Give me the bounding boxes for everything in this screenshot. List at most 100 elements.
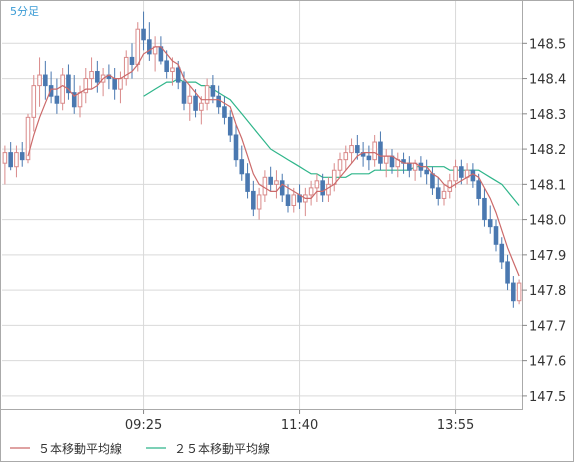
y-tick-label: 148.4 — [529, 73, 566, 88]
candle-up — [441, 190, 447, 199]
legend-ma5-label: ５本移動平均線 — [38, 441, 122, 456]
y-axis: 147.5 147.6 147.7 147.8 147.9 148.0 148.1 148.2… — [522, 37, 566, 405]
candle-down — [210, 85, 216, 97]
y-tick-label: 147.5 — [529, 390, 566, 405]
candle-down — [268, 176, 273, 185]
candle-up — [447, 180, 453, 192]
candle-up — [274, 180, 279, 185]
candle-down — [511, 282, 516, 302]
x-tick-label: 11:40 — [281, 418, 318, 433]
candle-up — [187, 95, 193, 104]
ma5-series — [27, 46, 520, 277]
candle-up — [60, 74, 65, 104]
candle-down — [320, 180, 325, 196]
candle-down — [430, 173, 435, 189]
candle-up — [349, 145, 354, 154]
candle-down — [470, 169, 476, 182]
candle-down — [216, 95, 221, 108]
candle-down — [181, 81, 187, 104]
candle-down — [407, 162, 412, 171]
candle-up — [77, 92, 83, 108]
candle-down — [227, 116, 233, 136]
candle-down — [389, 155, 395, 168]
candle-down — [424, 169, 429, 175]
y-tick-label: 148.2 — [529, 143, 566, 158]
candle-up — [14, 152, 19, 168]
ma5-line — [27, 46, 520, 277]
x-axis: 09:25 11:40 13:55 — [125, 410, 474, 433]
candle-down — [279, 180, 285, 196]
candle-up — [372, 141, 377, 161]
candle-up — [135, 28, 141, 65]
candle-up — [314, 180, 320, 189]
candle-down — [233, 134, 239, 161]
candle-down — [147, 39, 152, 55]
candle-down — [8, 152, 13, 168]
y-tick-label: 148.3 — [529, 108, 566, 123]
y-tick-label: 147.7 — [529, 319, 566, 334]
candle-up — [123, 56, 129, 80]
candle-down — [459, 166, 464, 178]
candle-down — [54, 95, 60, 104]
candle-up — [453, 166, 458, 182]
candle-down — [141, 28, 146, 41]
y-tick-label: 147.6 — [529, 355, 566, 370]
candle-up — [170, 67, 175, 73]
candle-down — [435, 187, 441, 199]
candle-up — [31, 85, 37, 118]
candle-down — [239, 159, 245, 175]
candle-down — [285, 194, 291, 206]
candle-up — [83, 78, 89, 94]
candle-up — [2, 152, 8, 164]
candle-up — [516, 282, 522, 302]
legend: ５本移動平均線 ２５本移動平均線 — [10, 441, 270, 456]
candle-down — [251, 190, 256, 210]
candle-down — [499, 243, 505, 263]
legend-ma25-label: ２５本移動平均線 — [174, 441, 270, 456]
candle-down — [129, 56, 135, 65]
candle-down — [112, 78, 117, 90]
candle-up — [383, 155, 389, 164]
candle-down — [245, 173, 250, 192]
candle-down — [71, 92, 77, 108]
candle-down — [43, 74, 48, 87]
candle-down — [482, 197, 487, 221]
candle-down — [193, 95, 198, 111]
candle-down — [493, 226, 499, 245]
y-tick-label: 147.8 — [529, 284, 566, 299]
candle-down — [48, 85, 54, 97]
candle-up — [256, 194, 262, 210]
candle-up — [89, 71, 94, 80]
candle-down — [355, 145, 360, 154]
candle-up — [343, 152, 349, 161]
candle-down — [222, 106, 227, 118]
y-tick-label: 147.9 — [529, 249, 566, 264]
x-tick-label: 13:55 — [437, 418, 474, 433]
candle-down — [476, 180, 481, 199]
candle-up — [326, 183, 331, 196]
candle-down — [66, 74, 71, 94]
interval-label: 5分足 — [10, 5, 39, 18]
candle-down — [378, 141, 383, 164]
candle-down — [175, 67, 181, 83]
plot-area-border — [0, 0, 523, 410]
candle-up — [199, 102, 204, 111]
candle-up — [262, 176, 268, 196]
candle-up — [337, 159, 343, 171]
candle-down — [505, 261, 510, 284]
candle-up — [25, 116, 31, 161]
candle-up — [308, 187, 314, 196]
candle-up — [118, 78, 123, 90]
candle-down — [19, 152, 25, 161]
candle-up — [37, 74, 42, 87]
candle-down — [95, 71, 100, 83]
x-tick-label: 09:25 — [125, 418, 162, 433]
candle-down — [366, 155, 372, 161]
candle-up — [291, 194, 297, 206]
candle-down — [487, 219, 493, 228]
candle-down — [164, 60, 169, 73]
y-tick-label: 148.1 — [529, 178, 566, 193]
